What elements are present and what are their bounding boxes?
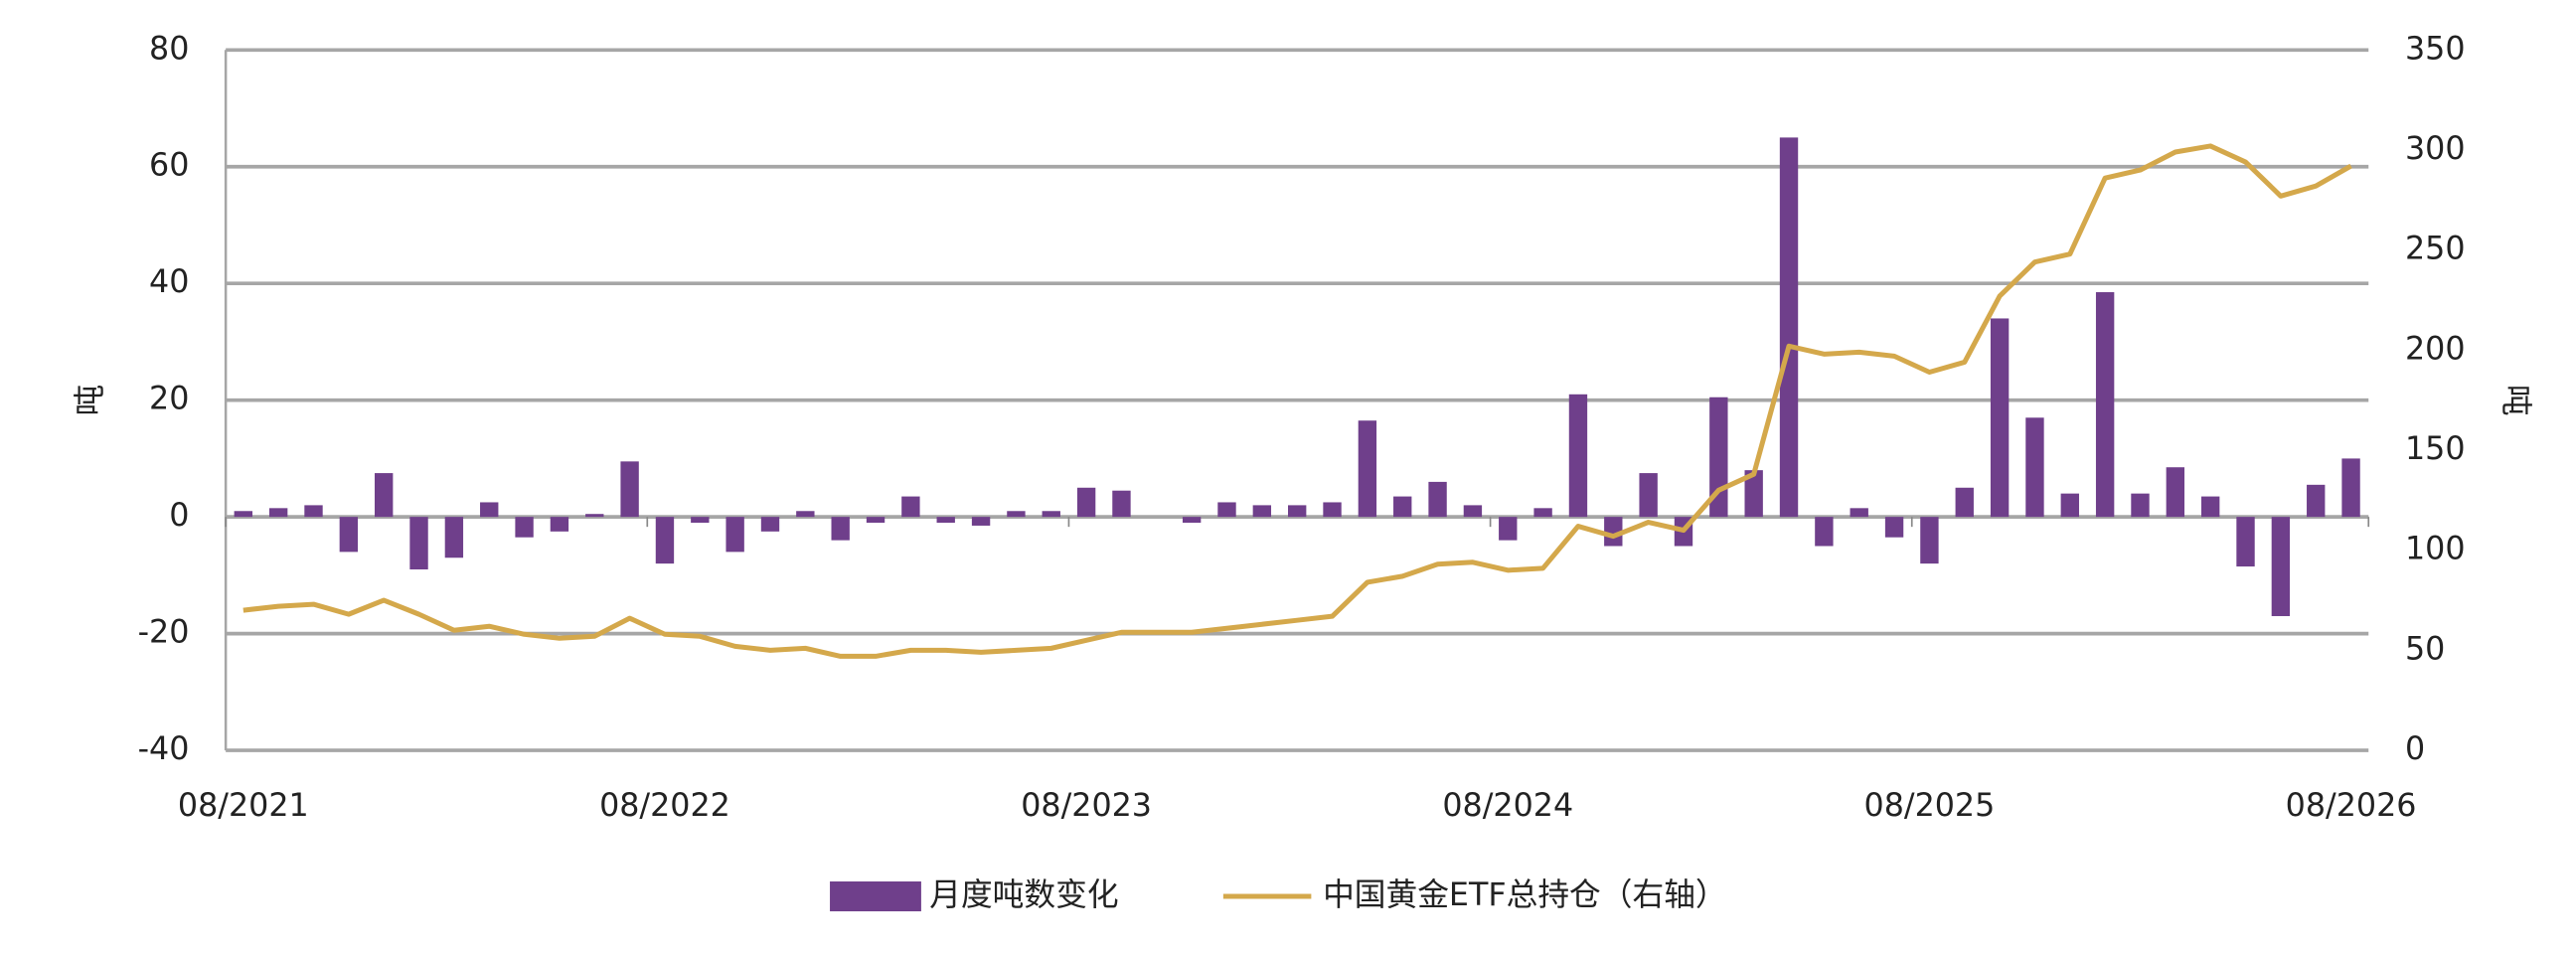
y2-tick-label: 350 [2405, 31, 2466, 67]
bar [1884, 517, 1904, 538]
x-tick-label: 08/2022 [599, 788, 730, 824]
bar [1955, 487, 1974, 518]
bar [1217, 502, 1236, 518]
bar [1393, 496, 1412, 518]
bar [1779, 137, 1799, 518]
bar [268, 508, 288, 518]
y-tick-label: 80 [149, 31, 189, 67]
bar [1252, 505, 1272, 518]
legend-label: 中国黄金ETF总持仓（右轴） [1323, 877, 1727, 913]
bar [1815, 517, 1834, 547]
bar [760, 517, 780, 532]
bar [2060, 493, 2079, 518]
bar [936, 517, 955, 524]
legend-label: 月度吨数变化 [929, 877, 1118, 913]
bar [550, 517, 569, 532]
y2-tick-label: 300 [2405, 131, 2466, 167]
bar [1428, 481, 1447, 518]
y-tick-label: -40 [138, 731, 190, 767]
bar [2307, 484, 2326, 518]
bar [1288, 505, 1307, 518]
bar [409, 517, 428, 569]
bar [1920, 517, 1939, 564]
x-tick-label: 08/2025 [1864, 788, 1996, 824]
bar [2236, 517, 2255, 567]
bar [1568, 394, 1588, 518]
bar [515, 517, 534, 538]
bar [1323, 502, 1342, 518]
bar [2341, 458, 2360, 518]
y2-tick-label: 0 [2405, 731, 2425, 767]
bar [1112, 490, 1131, 518]
bar [1182, 517, 1202, 524]
y2-axis-title: 吨 [2497, 385, 2533, 416]
bar [1533, 508, 1552, 518]
bar [2166, 467, 2185, 518]
bar [2271, 517, 2291, 616]
bar [480, 502, 499, 518]
bar [2025, 417, 2044, 518]
line [242, 143, 2352, 659]
bar [1639, 473, 1658, 518]
bar [866, 517, 886, 524]
bar [831, 517, 850, 541]
bar [2095, 292, 2115, 518]
bar [1499, 517, 1518, 541]
bar [1990, 318, 2010, 518]
x-tick-label: 08/2023 [1021, 788, 1152, 824]
y-tick-label: 20 [149, 382, 189, 417]
y2-tick-label: 50 [2405, 631, 2445, 667]
bar [620, 461, 639, 518]
bar [1850, 508, 1868, 518]
y-axis-title: 吨 [73, 385, 108, 416]
bar [691, 517, 710, 524]
bar [1463, 505, 1483, 518]
x-tick-label: 08/2026 [2286, 788, 2417, 824]
bar [304, 505, 323, 518]
x-tick-label: 08/2021 [178, 788, 309, 824]
bar [2200, 496, 2220, 518]
bar [585, 514, 604, 518]
bar [655, 517, 675, 564]
bar [1358, 420, 1377, 518]
y2-tick-label: 250 [2405, 232, 2466, 267]
bar [725, 517, 744, 553]
bar [1744, 470, 1763, 518]
bar [444, 517, 464, 558]
x-tick-label: 08/2024 [1442, 788, 1573, 824]
y-tick-label: 60 [149, 148, 189, 184]
y-tick-label: -20 [138, 615, 190, 651]
bar [375, 473, 394, 518]
bar [971, 517, 991, 526]
y-tick-label: 0 [169, 498, 189, 534]
legend-swatch [830, 881, 921, 912]
bar [1042, 511, 1060, 518]
bar [2131, 493, 2150, 518]
bar [339, 517, 359, 553]
bar [1007, 511, 1026, 518]
bar [234, 511, 252, 518]
bar [796, 511, 815, 518]
y2-tick-label: 100 [2405, 532, 2466, 567]
bar [1076, 487, 1096, 518]
bar [901, 496, 920, 518]
y-tick-label: 40 [149, 264, 189, 300]
y2-tick-label: 150 [2405, 431, 2466, 467]
bar [1604, 517, 1623, 547]
y2-tick-label: 200 [2405, 331, 2466, 367]
